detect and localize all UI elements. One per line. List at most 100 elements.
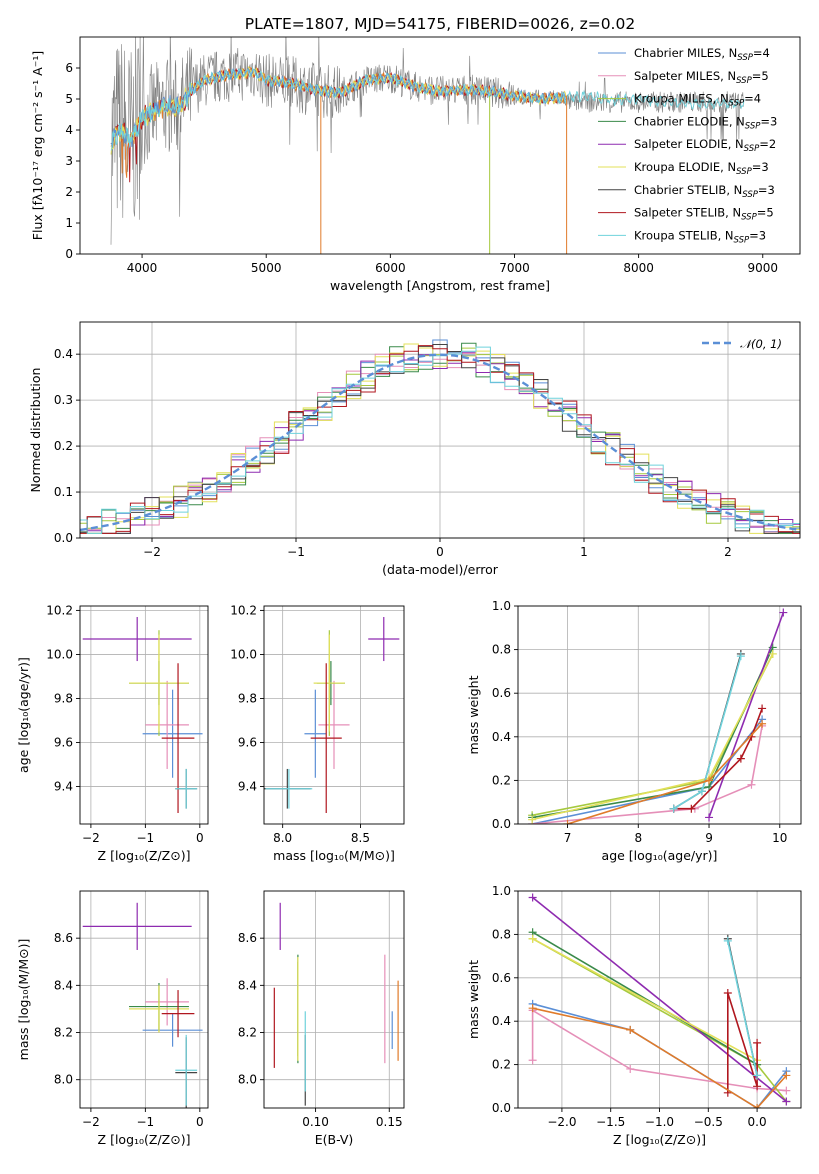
legend-n: =4 bbox=[744, 92, 761, 106]
residuals-plot bbox=[80, 339, 800, 534]
weight-line bbox=[532, 937, 758, 1062]
axes-frame bbox=[517, 605, 802, 825]
x-tick-label: 2 bbox=[724, 545, 732, 559]
axes-frame bbox=[79, 605, 209, 825]
x-tick-label: 0.0 bbox=[748, 1115, 767, 1129]
error-bar bbox=[313, 634, 345, 732]
age_vs_mass-axes: 8.0 8.5 9.4 9.6 9.8 10.0 10.2 mass [log₁₀(M/M⊙)… bbox=[230, 603, 405, 863]
legend-sub: SSP bbox=[741, 213, 757, 223]
y-tick-label: 0.4 bbox=[54, 347, 73, 361]
y-tick-label: 0.4 bbox=[492, 1014, 511, 1028]
x-tick-label: −1 bbox=[137, 1115, 155, 1129]
legend-entry: Chabrier STELIB, NSSP=3 bbox=[634, 183, 775, 200]
y-tick-label: 0.8 bbox=[492, 643, 511, 657]
weight-marker bbox=[753, 1082, 762, 1091]
error-bar bbox=[145, 978, 189, 1026]
legend-sub: SSP bbox=[729, 99, 745, 109]
error-bar bbox=[129, 985, 189, 1033]
residual-histogram bbox=[80, 345, 800, 534]
y-tick-label: 9.6 bbox=[238, 736, 257, 750]
legend-n: =2 bbox=[759, 137, 776, 151]
y-axis-label: mass weight bbox=[466, 960, 481, 1039]
weight-marker bbox=[782, 1097, 791, 1106]
mass_vs_Z-plot bbox=[82, 902, 203, 1108]
normal-curve bbox=[80, 353, 800, 532]
weight-marker bbox=[779, 608, 788, 617]
weight-marker bbox=[697, 787, 706, 796]
error-bar bbox=[145, 680, 189, 769]
weight_vs_age-plot bbox=[528, 608, 788, 824]
legend-entry: Chabrier MILES, NSSP=4 bbox=[634, 46, 770, 63]
y-tick-label: 8.2 bbox=[238, 1026, 257, 1040]
y-tick-label: 5 bbox=[65, 92, 73, 106]
x-tick-label: 1 bbox=[580, 545, 588, 559]
residual-histogram bbox=[80, 342, 800, 534]
x-tick-label: −1.0 bbox=[645, 1115, 674, 1129]
weight-marker bbox=[753, 1038, 762, 1047]
weight-marker bbox=[758, 704, 767, 713]
weight-line bbox=[532, 1007, 787, 1108]
mass_vs_ebv-axes: 0.10 0.15 8.0 8.2 8.4 8.6 E(B-V) bbox=[238, 890, 405, 1147]
x-tick-label: 8.5 bbox=[351, 831, 370, 845]
x-tick-label: −2 bbox=[143, 545, 161, 559]
y-tick-label: 10.0 bbox=[230, 647, 257, 661]
x-tick-label: 0 bbox=[436, 545, 444, 559]
error-bar bbox=[161, 990, 195, 1038]
x-tick-label: −0.5 bbox=[694, 1115, 723, 1129]
weight-marker bbox=[768, 649, 777, 658]
weight_vs_Z-axes: −2.0 −1.5 −1.0 −0.5 0.0 0.0 0.2 0.4 0.6 0.8 1.0 Z [… bbox=[466, 884, 802, 1147]
y-tick-label: 0.1 bbox=[54, 485, 73, 499]
y-tick-label: 0.2 bbox=[54, 439, 73, 453]
y-tick-label: 8.4 bbox=[238, 978, 257, 992]
weight-marker bbox=[528, 1056, 537, 1065]
y-axis-label: age [log₁₀(age/yr)] bbox=[16, 657, 31, 773]
y-tick-label: 0 bbox=[65, 247, 73, 261]
y-tick-label: 3 bbox=[65, 154, 73, 168]
legend-n: =3 bbox=[758, 183, 775, 197]
error-bar bbox=[368, 617, 400, 662]
error-bar bbox=[82, 617, 192, 662]
y-tick-label: 8.4 bbox=[54, 978, 73, 992]
weight-marker bbox=[563, 820, 572, 824]
weight_vs_Z-plot bbox=[528, 893, 791, 1108]
weight-marker bbox=[753, 1104, 762, 1108]
y-tick-label: 8.6 bbox=[54, 931, 73, 945]
y-tick-label: 9.4 bbox=[54, 780, 73, 794]
legend-entry: Kroupa STELIB, NSSP=3 bbox=[634, 228, 766, 245]
residuals-axes: −2 −1 0 1 2 0.0 0.1 0.2 0.3 0.4 (data-model)/error… bbox=[28, 321, 801, 577]
model-spectrum bbox=[110, 66, 745, 151]
spectrum-plot bbox=[110, 37, 745, 254]
y-axis-label: mass [log₁₀(M/M⊙)] bbox=[16, 939, 31, 1061]
error-bar bbox=[310, 663, 342, 813]
y-tick-label: 8.6 bbox=[238, 931, 257, 945]
x-axis-label: E(B-V) bbox=[315, 1132, 354, 1147]
weight-marker bbox=[626, 1025, 635, 1034]
x-tick-label: 4000 bbox=[127, 261, 158, 275]
y-tick-label: 10.2 bbox=[46, 603, 73, 617]
weight-marker bbox=[736, 652, 745, 661]
y-tick-label: 6 bbox=[65, 61, 73, 75]
x-axis-label: Z [log₁₀(Z/Z⊙)] bbox=[98, 848, 191, 863]
x-tick-label: 9 bbox=[705, 831, 713, 845]
figure-title: PLATE=1807, MJD=54175, FIBERID=0026, z=0… bbox=[245, 15, 635, 33]
x-tick-label: −1 bbox=[287, 545, 305, 559]
x-tick-label: 7 bbox=[564, 831, 572, 845]
residual-histogram bbox=[80, 344, 800, 534]
y-tick-label: 8.2 bbox=[54, 1026, 73, 1040]
y-tick-label: 10.0 bbox=[46, 647, 73, 661]
legend-entry: 𝒩(0, 1) bbox=[740, 337, 782, 351]
weight-marker bbox=[747, 780, 756, 789]
legend-n: =5 bbox=[752, 69, 769, 83]
x-tick-label: −1 bbox=[137, 831, 155, 845]
weight-marker bbox=[528, 934, 537, 943]
x-tick-label: 0.15 bbox=[376, 1115, 403, 1129]
y-tick-label: 9.8 bbox=[54, 691, 73, 705]
weight-marker bbox=[782, 1086, 791, 1095]
legend: Chabrier MILES, NSSP=4 Salpeter MILES, NS… bbox=[598, 46, 777, 245]
age_vs_mass-plot bbox=[264, 617, 400, 813]
x-tick-label: −2.0 bbox=[547, 1115, 576, 1129]
weight-marker bbox=[723, 936, 732, 945]
weight-line bbox=[532, 896, 787, 1103]
y-tick-label: 0.6 bbox=[492, 971, 511, 985]
